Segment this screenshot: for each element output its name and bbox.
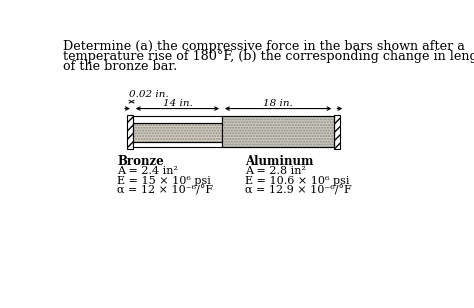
Text: of the bronze bar.: of the bronze bar. (63, 60, 177, 73)
Text: Determine (a) the compressive force in the bars shown after a: Determine (a) the compressive force in t… (63, 40, 465, 53)
Text: A = 2.4 in²: A = 2.4 in² (118, 165, 178, 176)
Bar (133, 123, 222, 142)
Bar (222, 116, 334, 147)
Text: α = 12 × 10⁻⁶/°F: α = 12 × 10⁻⁶/°F (118, 185, 213, 196)
Text: A = 2.8 in²: A = 2.8 in² (245, 165, 306, 176)
Bar (128, 115, 133, 148)
Text: α = 12.9 × 10⁻⁶/°F: α = 12.9 × 10⁻⁶/°F (245, 185, 352, 196)
Text: 14 in.: 14 in. (163, 99, 192, 108)
Bar (133, 123, 222, 142)
Text: 18 in.: 18 in. (264, 99, 293, 108)
Text: Bronze: Bronze (118, 155, 164, 168)
Text: E = 10.6 × 10⁶ psi: E = 10.6 × 10⁶ psi (245, 176, 350, 185)
Bar (334, 115, 340, 148)
Text: temperature rise of 180°F, (b) the corresponding change in length: temperature rise of 180°F, (b) the corre… (63, 50, 474, 63)
Text: 0.02 in.: 0.02 in. (129, 90, 169, 99)
Text: Aluminum: Aluminum (245, 155, 314, 168)
Bar (222, 116, 334, 147)
Text: E = 15 × 10⁶ psi: E = 15 × 10⁶ psi (118, 176, 211, 185)
